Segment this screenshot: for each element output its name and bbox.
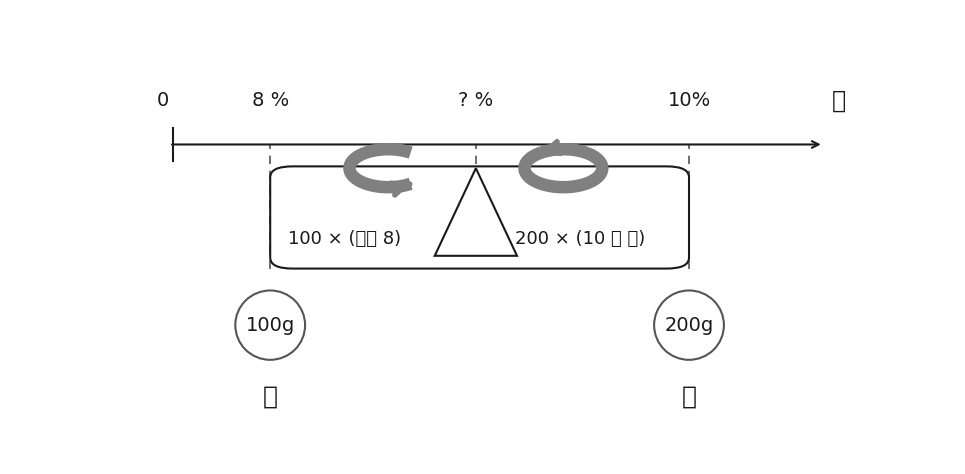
Text: 200 × (10 ー ？): 200 × (10 ー ？) <box>515 230 646 248</box>
Text: ? %: ? % <box>458 91 493 110</box>
Text: 100g: 100g <box>245 316 295 335</box>
Text: 円: 円 <box>832 89 845 113</box>
Ellipse shape <box>235 291 305 360</box>
Text: 200g: 200g <box>664 316 714 335</box>
Text: 洋: 洋 <box>681 384 697 408</box>
Text: 0: 0 <box>157 91 170 110</box>
FancyBboxPatch shape <box>270 166 689 269</box>
Text: 和: 和 <box>262 384 278 408</box>
Ellipse shape <box>654 291 724 360</box>
Text: 8 %: 8 % <box>252 91 289 110</box>
Text: 10%: 10% <box>668 91 710 110</box>
Text: 100 × (？ー 8): 100 × (？ー 8) <box>289 230 401 248</box>
